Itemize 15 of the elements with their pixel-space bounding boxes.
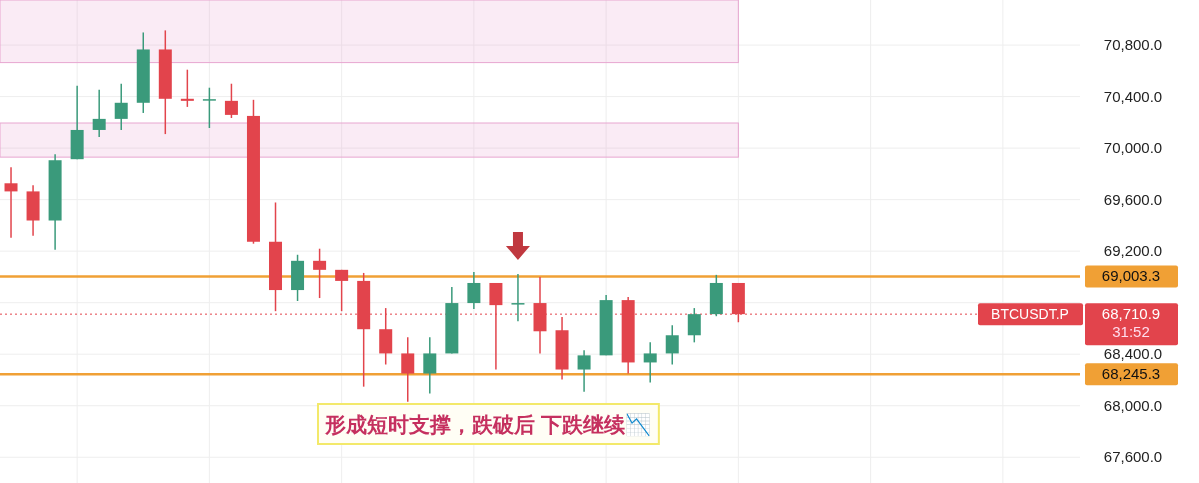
y-tick-label: 69,600.0 (1103, 190, 1163, 208)
y-tick-label: 69,200.0 (1103, 242, 1163, 260)
note-box: 形成短时支撑，跌破后 下跌继续📉 (317, 403, 660, 445)
y-tick-label: 70,400.0 (1103, 87, 1163, 105)
y-tick-label: 70,800.0 (1103, 36, 1163, 54)
annotation: 形成短时支撑，跌破后 下跌继续📉 (324, 412, 651, 437)
ref-line-label: 69,003.3 (1101, 267, 1161, 285)
text: 68,710.9 (1101, 305, 1161, 323)
y-tick-label: 67,600.0 (1103, 448, 1163, 466)
y-tick-label: 70,000.0 (1103, 139, 1163, 157)
y-tick-label: 68,400.0 (1103, 345, 1163, 363)
y-tick-label: 68,000.0 (1103, 396, 1163, 414)
ref-line-label: 68,245.3 (1101, 365, 1161, 383)
text: 31:52 (1112, 323, 1150, 341)
ref-line-label: BTCUSDT.P (991, 306, 1069, 323)
